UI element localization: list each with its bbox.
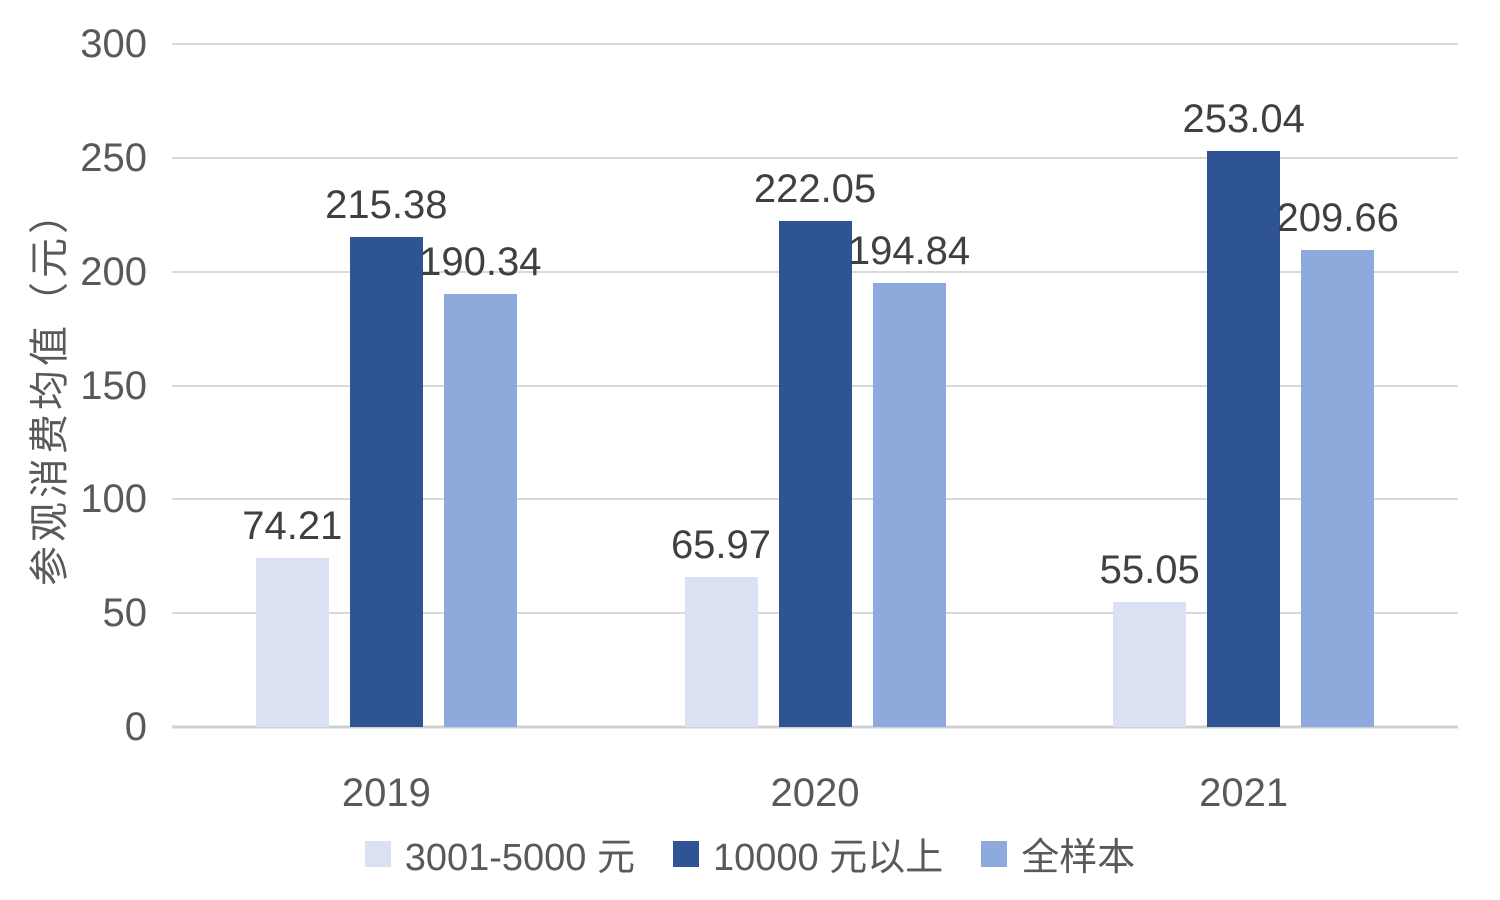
data-label: 215.38 — [325, 182, 448, 227]
legend-label: 10000 元以上 — [713, 837, 944, 879]
plot-area: 0 50 100 150 200 250 300 74.21 215.38 190.34 2019 6… — [80, 24, 1458, 815]
data-label: 209.66 — [1276, 195, 1399, 240]
bar-全样本-2020 — [872, 283, 946, 727]
y-tick-label: 250 — [80, 135, 147, 180]
y-tick-label: 200 — [80, 249, 147, 294]
bar-10000 元以上-2021 — [1207, 150, 1281, 727]
y-tick-label: 300 — [80, 22, 147, 66]
bar-10000 元以上-2020 — [778, 221, 852, 727]
bar-全样本-2019 — [443, 293, 517, 727]
legend: 3001-5000 元 10000 元以上 全样本 — [0, 826, 1500, 881]
bar-10000 元以上-2019 — [349, 236, 423, 727]
bar-全样本-2021 — [1301, 249, 1375, 727]
legend-item: 3001-5000 元 — [364, 826, 636, 881]
data-label: 222.05 — [753, 167, 877, 212]
data-label: 65.97 — [670, 522, 772, 567]
x-axis-line — [172, 725, 1458, 729]
legend-swatch — [981, 840, 1008, 867]
data-label: 190.34 — [419, 239, 542, 284]
x-tick-label: 2021 — [1199, 771, 1289, 815]
data-label: 55.05 — [1099, 547, 1200, 592]
legend-swatch — [364, 840, 391, 867]
legend-item: 全样本 — [981, 826, 1135, 881]
x-tick-label: 2020 — [770, 771, 860, 815]
data-label: 74.21 — [242, 504, 343, 549]
y-tick-label: 50 — [102, 591, 148, 636]
y-tick-label: 100 — [80, 477, 147, 522]
bar-3001-5000 元-2021 — [1113, 601, 1187, 727]
y-tick-label: 150 — [80, 363, 147, 408]
data-label: 194.84 — [847, 229, 971, 274]
data-label: 253.04 — [1182, 96, 1305, 141]
bar-3001-5000 元-2020 — [684, 576, 758, 727]
legend-label: 全样本 — [1021, 837, 1136, 879]
bar-3001-5000 元-2019 — [255, 558, 329, 727]
legend-item: 10000 元以上 — [673, 826, 943, 881]
legend-label: 3001-5000 元 — [404, 837, 636, 879]
legend-swatch — [673, 840, 700, 867]
gridline — [172, 43, 1458, 45]
x-tick-label: 2019 — [341, 771, 431, 815]
y-tick-label: 0 — [124, 705, 147, 749]
gridline — [172, 156, 1458, 159]
